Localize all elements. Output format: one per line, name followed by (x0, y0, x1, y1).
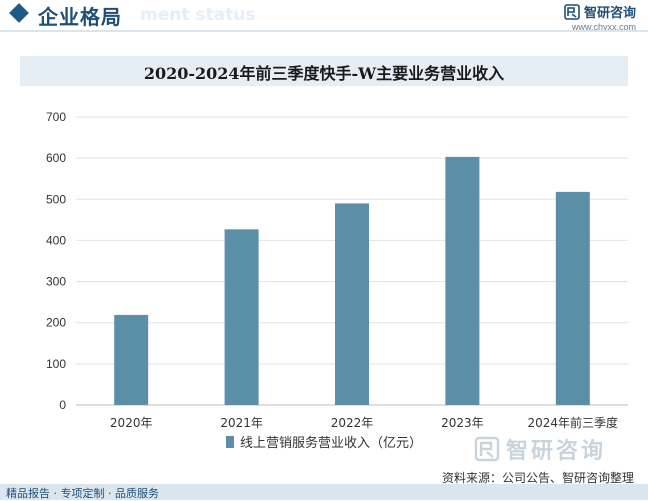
y-tick-label: 300 (46, 275, 66, 289)
chart-title-band: 2020-2024年前三季度快手-W主要业务营业收入 (20, 56, 628, 86)
x-tick-label: 2022年 (331, 416, 374, 430)
x-tick-label: 2021年 (220, 416, 263, 430)
page-header: ment status 企业格局 智研咨询 www.chyxx.com (0, 0, 648, 34)
bar (445, 156, 480, 405)
legend-swatch (226, 435, 234, 448)
chart-title: 2020-2024年前三季度快手-W主要业务营业收入 (143, 64, 505, 83)
brand-name: 智研咨询 (583, 6, 636, 21)
y-tick-label: 0 (59, 398, 66, 412)
y-tick-label: 500 (46, 192, 66, 206)
bar (114, 314, 149, 405)
watermark-logo-icon (474, 436, 500, 462)
section-title: 企业格局 (38, 5, 122, 29)
bar (335, 203, 369, 405)
legend-label: 线上营销服务营业收入（亿元） (240, 436, 423, 451)
footer-bar: 精品报告 · 专项定制 · 品质服务 (0, 484, 648, 500)
y-tick-label: 100 (46, 357, 66, 371)
source-note: 资料来源：公司公告、智研咨询整理 (441, 471, 634, 485)
y-tick-label: 400 (46, 233, 66, 247)
bar (555, 191, 590, 405)
brand-logo-icon (564, 3, 580, 20)
header-ghost-text: ment status (140, 5, 256, 25)
bar (224, 229, 259, 405)
x-tick-label: 2023年 (441, 416, 484, 430)
y-tick-label: 700 (46, 110, 66, 124)
chart-legend: 线上营销服务营业收入（亿元） (226, 432, 422, 451)
watermark-name: 智研咨询 (506, 439, 607, 464)
y-tick-label: 600 (46, 151, 66, 165)
footer-text: 精品报告 · 专项定制 · 品质服务 (6, 487, 159, 500)
brand-block: 智研咨询 www.chyxx.com (564, 2, 636, 32)
x-tick-label: 2024年前三季度 (528, 415, 619, 430)
header-divider (0, 30, 648, 32)
x-tick-label: 2020年 (110, 416, 153, 430)
y-tick-label: 200 (46, 316, 66, 330)
watermark-brand: 智研咨询 (474, 433, 606, 465)
brand-url: www.chyxx.com (571, 22, 636, 32)
